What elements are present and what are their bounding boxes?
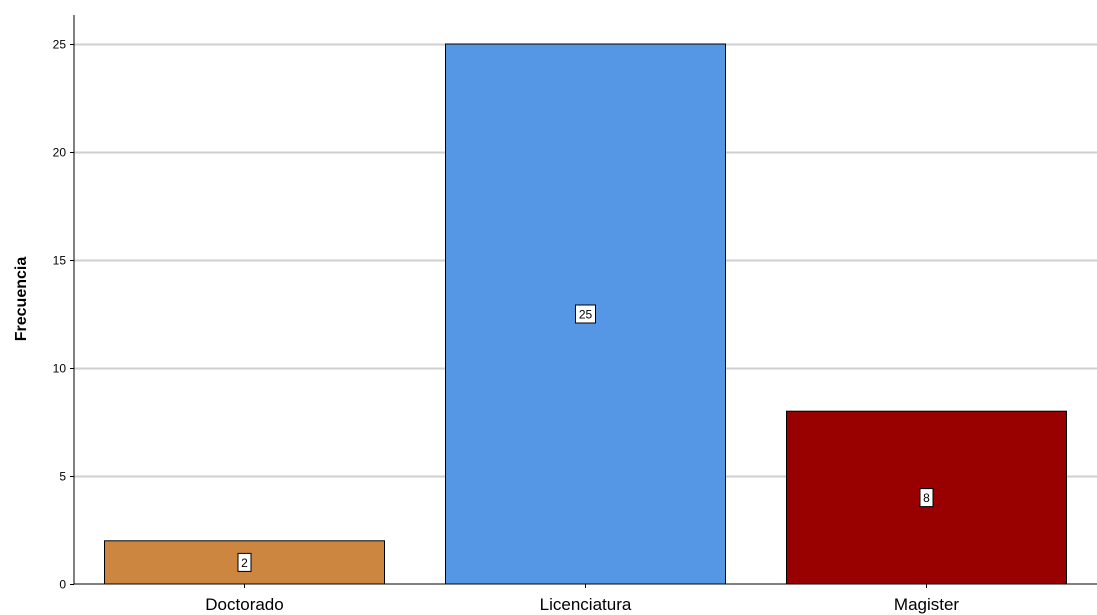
x-tick-label: Magister: [894, 595, 960, 614]
x-tick-label: Doctorado: [205, 595, 283, 614]
data-label: 25: [579, 308, 593, 322]
y-tick-label: 25: [53, 38, 67, 52]
y-tick-labels: 0 5 10 15 20 25: [53, 38, 74, 592]
y-axis-title: Frecuencia: [13, 257, 30, 342]
data-label: 8: [923, 491, 930, 505]
y-tick-label: 10: [53, 362, 67, 376]
bars: [104, 43, 1067, 585]
x-tick-label: Licenciatura: [540, 595, 632, 614]
y-tick-label: 20: [53, 146, 67, 160]
data-labels: 2 25 8: [237, 304, 934, 572]
data-label-box: [237, 552, 252, 572]
x-tick-labels: Doctorado Licenciatura Magister: [205, 584, 959, 614]
data-label-box: [919, 488, 934, 508]
data-label: 2: [241, 556, 248, 570]
data-label-box: [575, 304, 596, 324]
y-tick-label: 5: [59, 470, 66, 484]
y-tick-label: 0: [59, 578, 66, 592]
y-tick-label: 15: [53, 254, 67, 268]
